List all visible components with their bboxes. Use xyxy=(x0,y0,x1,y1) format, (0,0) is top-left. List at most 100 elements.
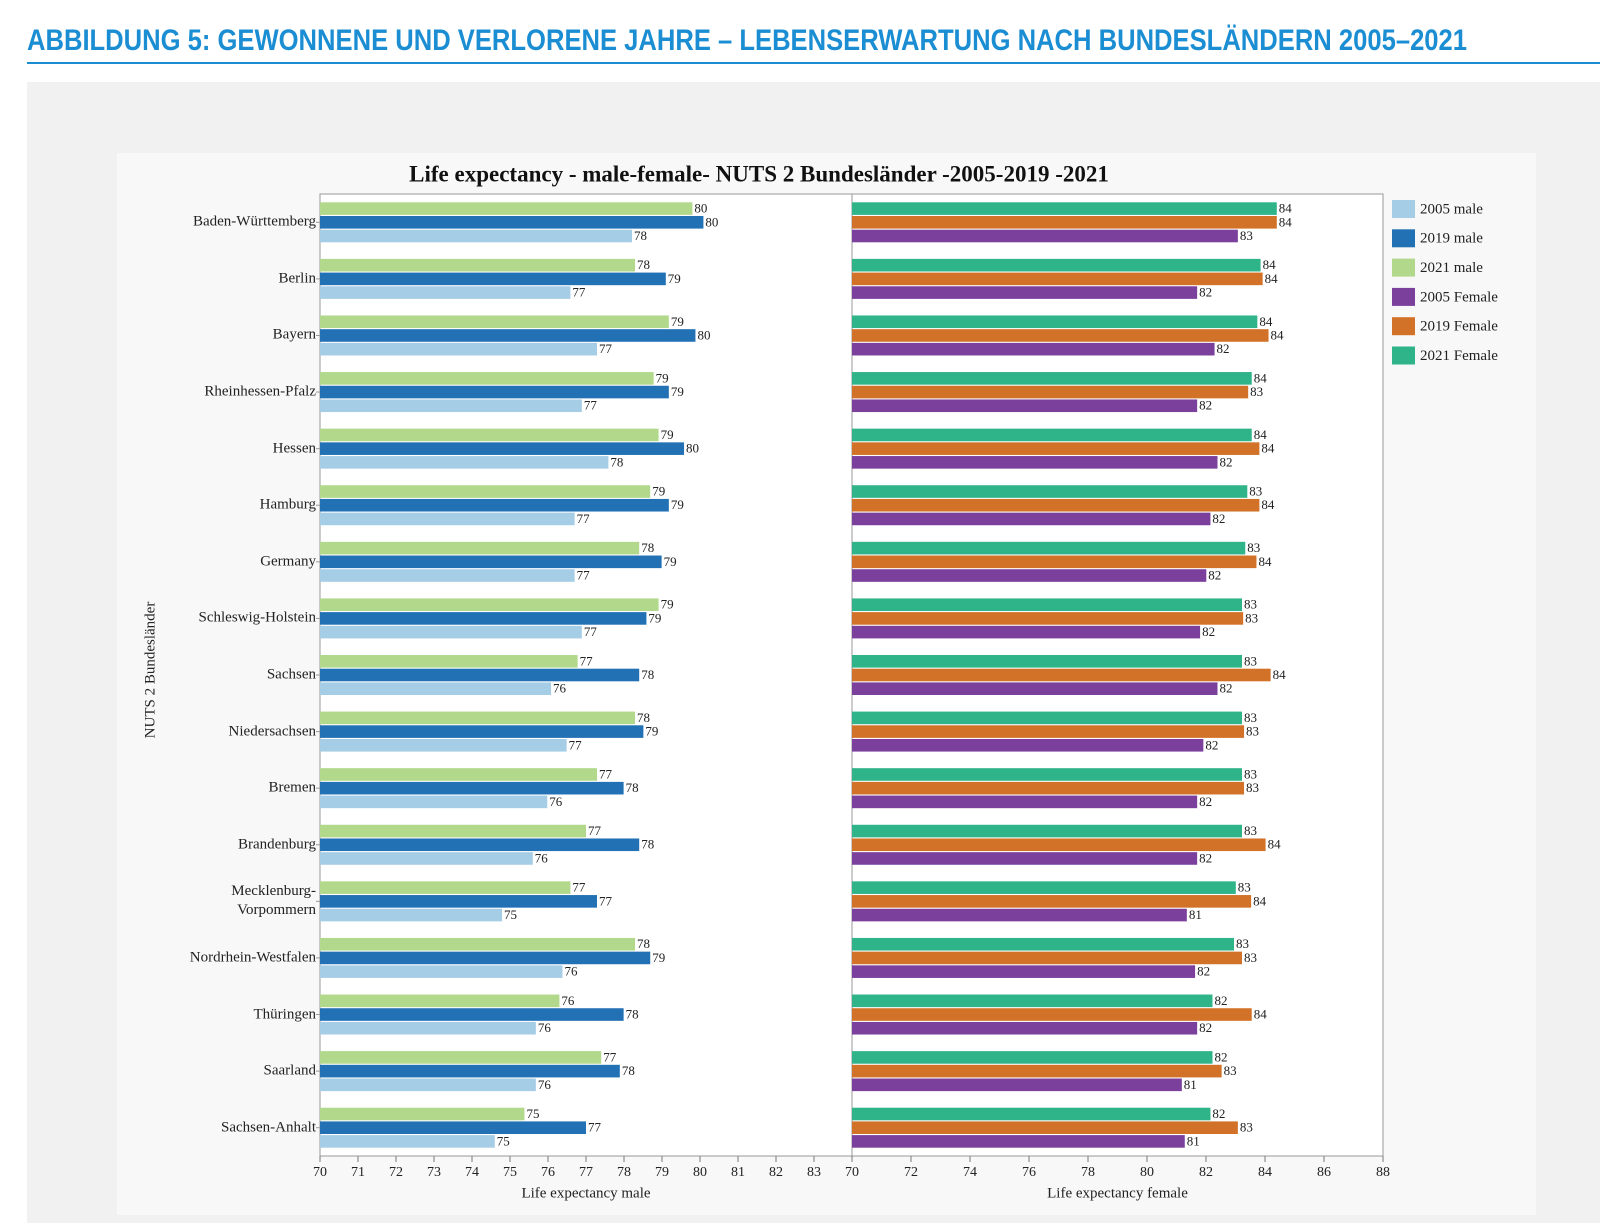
bar xyxy=(852,965,1196,978)
value-label: 79 xyxy=(652,484,665,499)
y-tick-label: Bremen xyxy=(268,779,316,796)
value-label: 83 xyxy=(1250,384,1263,399)
bar xyxy=(320,385,669,399)
bar xyxy=(852,202,1277,215)
value-label: 77 xyxy=(572,880,586,895)
bar xyxy=(320,399,582,413)
y-tick-label: Baden-Württemberg xyxy=(192,213,316,230)
value-label: 81 xyxy=(1189,907,1202,922)
bar xyxy=(852,485,1248,498)
value-label: 84 xyxy=(1254,1007,1268,1022)
bar xyxy=(320,428,659,442)
y-tick-label: Nordrhein-Westfalen xyxy=(189,949,316,966)
bar xyxy=(852,399,1198,413)
value-label: 78 xyxy=(610,454,623,469)
value-label: 79 xyxy=(652,950,665,965)
value-label: 79 xyxy=(661,597,674,612)
x-tick-label: 74 xyxy=(465,1165,479,1180)
value-label: 83 xyxy=(1244,597,1257,612)
value-label: 78 xyxy=(634,228,647,243)
x-tick-label: 72 xyxy=(904,1165,918,1180)
bar xyxy=(320,1008,624,1021)
value-label: 83 xyxy=(1236,936,1249,951)
bar xyxy=(852,711,1242,725)
bar xyxy=(852,456,1218,469)
bar xyxy=(852,272,1263,286)
bar xyxy=(320,824,586,838)
bar xyxy=(852,598,1242,612)
legend-swatch xyxy=(1392,258,1415,277)
value-label: 75 xyxy=(497,1133,510,1148)
value-label: 76 xyxy=(535,850,549,865)
bar xyxy=(320,1078,536,1092)
bar xyxy=(320,229,632,243)
bar xyxy=(852,1051,1213,1064)
bar xyxy=(852,668,1271,682)
bar xyxy=(320,965,563,978)
value-label: 83 xyxy=(1244,766,1257,781)
bar xyxy=(852,725,1245,738)
legend-label: 2005 male xyxy=(1420,201,1483,217)
value-label: 84 xyxy=(1253,893,1267,908)
value-label: 82 xyxy=(1205,737,1218,752)
value-label: 77 xyxy=(580,653,594,668)
value-label: 82 xyxy=(1199,285,1212,300)
value-label: 83 xyxy=(1240,1120,1253,1135)
bar xyxy=(320,1064,620,1078)
value-label: 77 xyxy=(577,568,591,583)
value-label: 76 xyxy=(538,1020,552,1035)
value-label: 83 xyxy=(1246,724,1259,739)
y-tick-label: Berlin xyxy=(278,270,317,287)
bar xyxy=(852,342,1215,356)
bar xyxy=(852,781,1245,795)
value-label: 82 xyxy=(1208,568,1221,583)
bar xyxy=(320,1021,536,1035)
bar xyxy=(852,908,1187,922)
value-label: 82 xyxy=(1199,1020,1212,1035)
value-label: 83 xyxy=(1245,610,1258,625)
value-label: 83 xyxy=(1240,228,1253,243)
value-label: 77 xyxy=(584,398,598,413)
y-tick-label: Mecklenburg-Vorpommern xyxy=(231,883,316,919)
bar xyxy=(852,569,1207,582)
value-label: 78 xyxy=(637,936,650,951)
x-tick-label: 76 xyxy=(1022,1165,1036,1180)
value-label: 79 xyxy=(668,271,681,286)
bar xyxy=(320,272,666,286)
x-tick-label: 88 xyxy=(1376,1165,1390,1180)
bar xyxy=(320,555,662,569)
value-label: 80 xyxy=(697,327,710,342)
bar xyxy=(852,625,1201,639)
bar xyxy=(320,937,636,951)
value-label: 77 xyxy=(599,341,613,356)
value-label: 77 xyxy=(603,1049,617,1064)
bar xyxy=(320,668,640,682)
bar xyxy=(320,951,651,965)
bar xyxy=(320,908,503,922)
y-tick-label: Hessen xyxy=(272,440,316,457)
bar xyxy=(320,202,693,215)
value-label: 80 xyxy=(694,201,707,216)
value-label: 82 xyxy=(1214,1049,1227,1064)
bar xyxy=(320,655,578,668)
y-tick-label: Niedersachsen xyxy=(228,723,316,740)
value-label: 81 xyxy=(1184,1077,1197,1092)
value-label: 84 xyxy=(1273,667,1287,682)
value-label: 75 xyxy=(504,907,517,922)
bar xyxy=(320,342,598,356)
value-label: 77 xyxy=(599,766,613,781)
x-tick-label: 74 xyxy=(963,1165,977,1180)
bar xyxy=(852,1008,1252,1021)
bar xyxy=(852,286,1198,299)
bar xyxy=(852,372,1252,385)
x-tick-label: 73 xyxy=(427,1165,441,1180)
value-label: 84 xyxy=(1261,441,1275,456)
y-tick-label: Brandenburg xyxy=(237,836,316,853)
value-label: 76 xyxy=(538,1077,552,1092)
x-tick-label: 84 xyxy=(1258,1165,1272,1180)
chart-title: Life expectancy - male-female- NUTS 2 Bu… xyxy=(409,161,1109,186)
value-label: 78 xyxy=(626,1007,639,1022)
value-label: 78 xyxy=(637,710,650,725)
value-label: 84 xyxy=(1254,370,1268,385)
